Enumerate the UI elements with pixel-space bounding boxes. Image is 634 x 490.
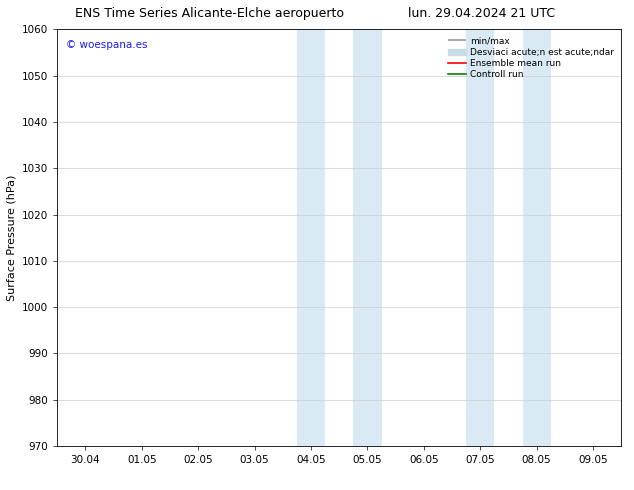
Text: ENS Time Series Alicante-Elche aeropuerto: ENS Time Series Alicante-Elche aeropuert… (75, 7, 344, 21)
Bar (297, 29, 325, 446)
Bar (522, 29, 551, 446)
Text: lun. 29.04.2024 21 UTC: lun. 29.04.2024 21 UTC (408, 7, 555, 21)
Y-axis label: Surface Pressure (hPa): Surface Pressure (hPa) (6, 174, 16, 301)
Legend: min/max, Desviaci acute;n est acute;ndar, Ensemble mean run, Controll run: min/max, Desviaci acute;n est acute;ndar… (446, 34, 617, 82)
Bar (466, 29, 495, 446)
Text: © woespana.es: © woespana.es (65, 40, 147, 50)
Bar (353, 29, 382, 446)
